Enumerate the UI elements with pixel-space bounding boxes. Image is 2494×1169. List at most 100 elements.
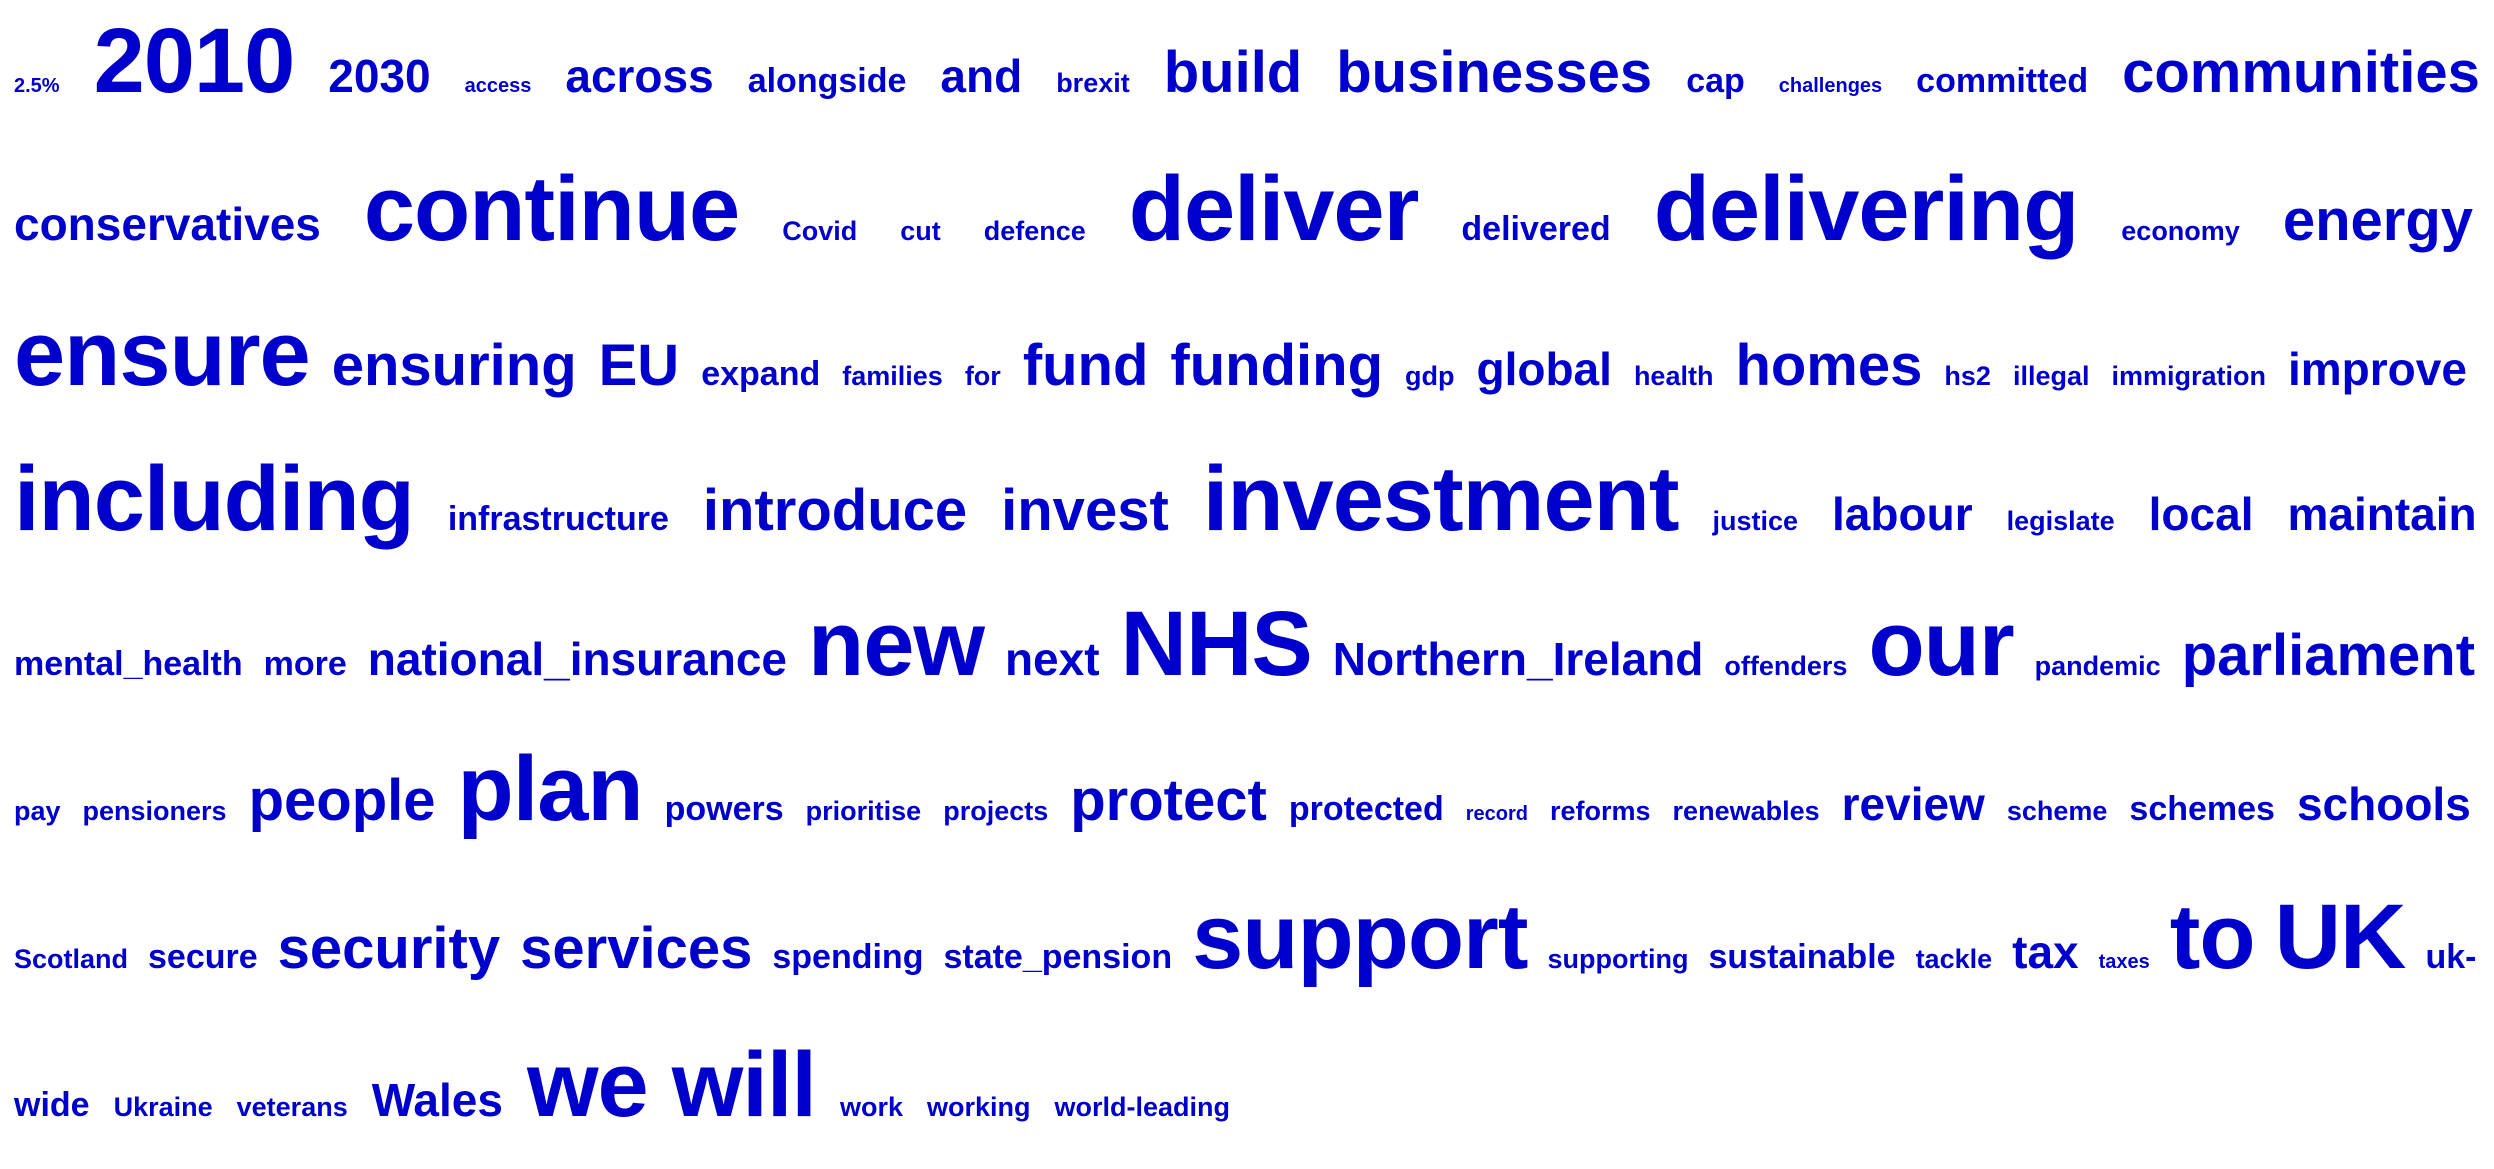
cloud-word: schemes [2129,790,2275,828]
cloud-word: committed [1916,62,2089,100]
cloud-word: tax [2012,926,2079,978]
cloud-word: we [526,1034,649,1136]
cloud-word: continue [363,158,740,260]
cloud-word: sustainable [1708,938,1896,976]
cloud-word: 2010 [93,10,296,112]
cloud-word: gdp [1405,361,1455,391]
cloud-word: to [2169,886,2256,988]
cloud-word: protected [1288,790,1444,828]
cloud-word: record [1465,803,1528,825]
cloud-word: across [565,50,714,102]
cloud-word: renewables [1672,796,1820,826]
cloud-word: and [940,50,1023,102]
cloud-word: health [1633,361,1714,391]
cloud-word: new [808,593,985,695]
cloud-word: Scotland [14,944,129,974]
cloud-word: communities [2122,40,2480,105]
cloud-word: world-leading [1054,1092,1231,1122]
cloud-word: justice [1712,506,1799,536]
cloud-word: introduce [702,478,968,543]
cloud-word: next [1004,633,1100,685]
cloud-word: delivering [1653,158,2080,260]
cloud-word: Northern_Ireland [1332,633,1704,685]
cloud-word: taxes [2098,951,2150,973]
cloud-word: services [520,916,753,981]
cloud-word: work [839,1092,903,1122]
cloud-word: defence [983,216,1086,246]
cloud-word: spending [772,938,924,976]
cloud-word: ensure [14,303,311,405]
cloud-word: deliver [1128,158,1420,260]
cloud-word: mental_health [14,645,243,683]
cloud-word: security [277,916,501,981]
cloud-word: plan [457,738,644,840]
cloud-word: ensuring [331,333,577,398]
cloud-word: working [926,1092,1031,1122]
cloud-word: wide [14,1086,90,1124]
cloud-word: build [1163,40,1303,105]
cloud-word: homes [1735,333,1923,398]
cloud-word: cap [1686,62,1745,100]
cloud-word: Wales [371,1074,503,1126]
cloud-word: more [263,645,347,683]
cloud-word: families [842,361,943,391]
cloud-word: will [671,1034,817,1136]
cloud-word: protect [1070,768,1267,833]
cloud-word: veterans [236,1092,348,1122]
cloud-word: Ukraine [113,1092,213,1122]
cloud-word: maintain [2287,488,2477,540]
cloud-word: pandemic [2034,651,2161,681]
cloud-word: pensioners [82,796,227,826]
cloud-word: hs2 [1944,361,1991,391]
cloud-word: NHS [1120,593,1313,695]
cloud-word: global [1476,343,1612,395]
cloud-word: immigration [2111,361,2266,391]
cloud-word: people [248,768,436,833]
cloud-word: secure [148,938,258,976]
cloud-word: parliament [2181,623,2476,688]
cloud-word: conservatives [14,198,321,250]
cloud-word: reforms [1550,796,1651,826]
cloud-word: expand [701,355,821,393]
cloud-word: local [2148,488,2254,540]
cloud-word: our [1868,593,2014,695]
cloud-word: schools [2296,778,2471,830]
cloud-word: legislate [2006,506,2115,536]
cloud-word: economy [2121,216,2240,246]
cloud-word: review [1841,778,1985,830]
cloud-word: state_pension [943,938,1173,976]
cloud-word: EU [598,333,680,398]
cloud-word: powers [664,790,784,828]
cloud-word: uk- [2425,938,2477,976]
cloud-word: UK [2274,886,2407,988]
cloud-word: including [14,448,415,550]
cloud-word: pay [14,796,61,826]
cloud-word: delivered [1461,210,1611,248]
cloud-word: challenges [1778,75,1883,97]
cloud-word: access [464,75,532,97]
cloud-word: scheme [2006,796,2108,826]
cloud-word: improve [2287,343,2467,395]
cloud-word: national_insurance [367,633,787,685]
cloud-word: brexit [1056,68,1130,98]
cloud-word: investment [1202,448,1680,550]
cloud-word: offenders [1724,651,1848,681]
cloud-word: 2.5% [14,75,60,97]
cloud-word: energy [2282,188,2474,253]
cloud-word: cut [900,216,941,246]
cloud-word: prioritise [805,796,922,826]
cloud-word: businesses [1336,40,1653,105]
cloud-word: fund [1022,333,1149,398]
cloud-word: Covid [782,216,858,246]
cloud-word: for [964,361,1001,391]
cloud-word: 2030 [328,50,431,102]
word-cloud: 2.5% 2010 2030 access across alongside and brex… [14,0,2480,1136]
cloud-word: supporting [1547,944,1689,974]
cloud-word: labour [1832,488,1973,540]
cloud-word: funding [1170,333,1383,398]
cloud-word: alongside [747,62,907,100]
cloud-word: tackle [1915,944,1993,974]
cloud-word: illegal [2012,361,2090,391]
cloud-word: infrastructure [447,500,669,538]
cloud-word: projects [943,796,1049,826]
